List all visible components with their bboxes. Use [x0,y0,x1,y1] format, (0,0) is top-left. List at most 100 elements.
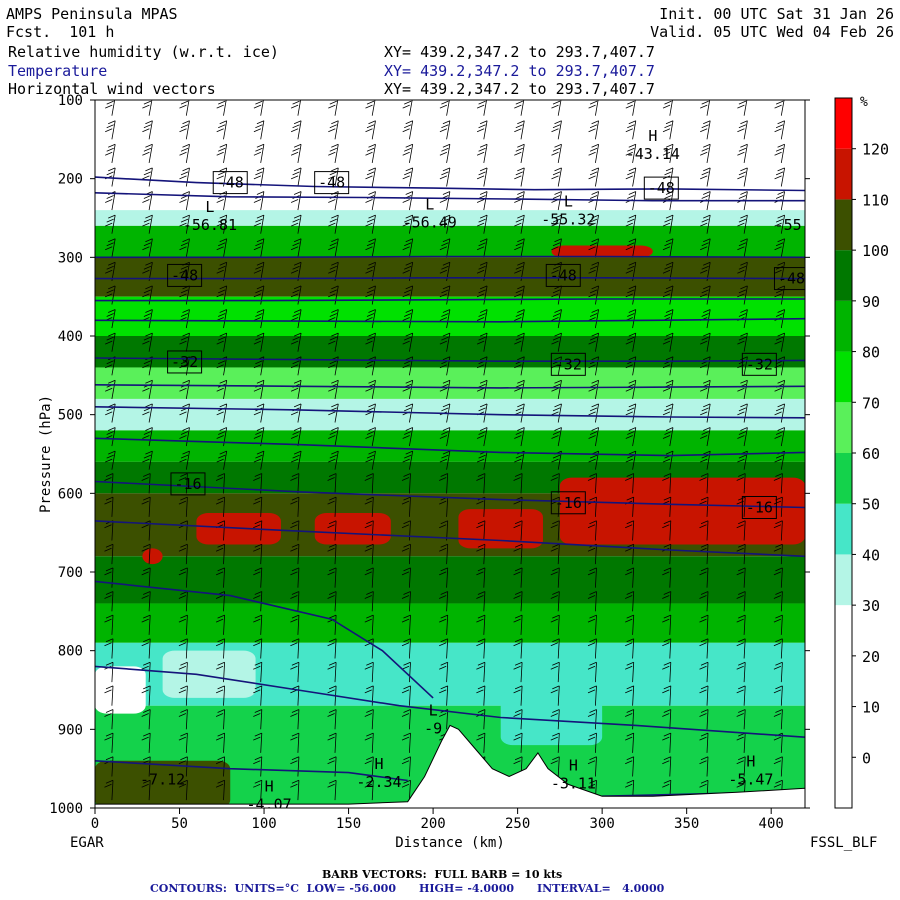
wind-barb [401,614,411,635]
extremum-value: -56.81 [183,216,237,234]
wind-barb [774,403,785,423]
wind-barb [327,732,337,753]
wind-barb [141,496,151,517]
wind-barb [625,238,637,258]
wind-barb [773,685,783,706]
wind-barb [625,143,637,163]
wind-barb [215,779,225,801]
wind-barb [290,614,300,635]
wind-barb [514,332,525,352]
wind-barb [253,638,263,659]
wind-barb [514,120,525,140]
wind-barb [365,100,376,116]
wind-barb [253,614,263,635]
y-tick-label: 500 [58,408,83,424]
wind-barb [215,756,225,777]
wind-barb [141,661,151,683]
wind-barb [402,356,414,376]
model-name: AMPS Peninsula MPAS [6,5,178,23]
wind-barb [253,567,263,588]
wind-barb [737,450,748,470]
colorbar-bin [835,250,852,301]
wind-barb [401,473,411,494]
wind-barb [588,261,599,281]
wind-barb [402,214,414,234]
wind-barb [737,356,748,376]
extremum-mark: L [205,198,214,216]
wind-barb [401,756,411,777]
wind-barb [141,779,151,801]
wind-barb [550,756,560,777]
wind-barb [253,143,265,163]
wind-barb [662,732,672,753]
wind-barb [439,167,451,187]
wind-barb [625,685,635,706]
wind-barb [142,167,153,187]
wind-barb [178,661,188,683]
rh-patch [500,690,603,746]
wind-barb [364,473,374,494]
temperature-contour [95,520,805,558]
wind-barb [402,285,414,305]
wind-barb [290,261,302,281]
wind-barb [625,638,635,659]
wind-barb [105,403,116,423]
wind-barb [141,591,151,612]
wind-barb [253,520,263,541]
wind-barb [662,214,674,234]
wind-barb [662,614,672,635]
wind-barb [402,261,414,281]
contour-label-box [167,263,203,287]
contour-label: -48 [550,266,577,284]
wind-barb [179,379,190,399]
wind-barb [253,756,263,777]
wind-barb [513,543,523,565]
wind-barb [700,143,711,163]
rh-layer [95,296,805,336]
wind-barb [662,638,672,659]
wind-barb [253,332,265,352]
x-tick-label: 50 [171,816,188,832]
wind-barb [588,143,599,163]
rh-layer [95,603,805,643]
wind-barb [401,661,411,683]
extremum-value: -2.34 [356,773,401,791]
wind-barb [700,309,711,329]
wind-barb [588,356,599,376]
contour-label: -48 [217,174,244,192]
wind-barb [662,450,674,470]
plot-frame [94,99,806,809]
wind-barb [513,661,523,683]
colorbar-tick-label: 120 [862,141,889,159]
wind-barb [365,167,376,187]
wind-barb [328,450,339,470]
wind-barb [215,614,225,635]
contour-label: -16 [746,498,773,516]
wind-barb [551,356,562,376]
rh-layer [95,556,805,604]
wind-barb [290,756,300,777]
wind-barb [662,661,672,683]
wind-barb [551,191,562,211]
wind-barb [476,450,488,470]
wind-barb [700,261,711,281]
y-tick-label: 200 [58,172,83,188]
wind-barb [253,261,265,281]
wind-barb [365,403,376,423]
wind-barb [550,709,560,730]
wind-barb [216,332,228,352]
wind-barb [514,143,525,163]
wind-barb [105,427,116,447]
wind-barb [737,100,748,116]
wind-barb [699,709,709,730]
wind-barb [439,661,449,683]
wind-barb [215,709,225,730]
wind-barb [551,143,562,163]
rh-patch [314,513,391,545]
wind-barb [476,473,486,494]
colorbar-tick-label: 60 [862,445,880,463]
wind-barb [290,238,302,258]
wind-barb [625,520,635,541]
wind-barb [290,427,302,447]
